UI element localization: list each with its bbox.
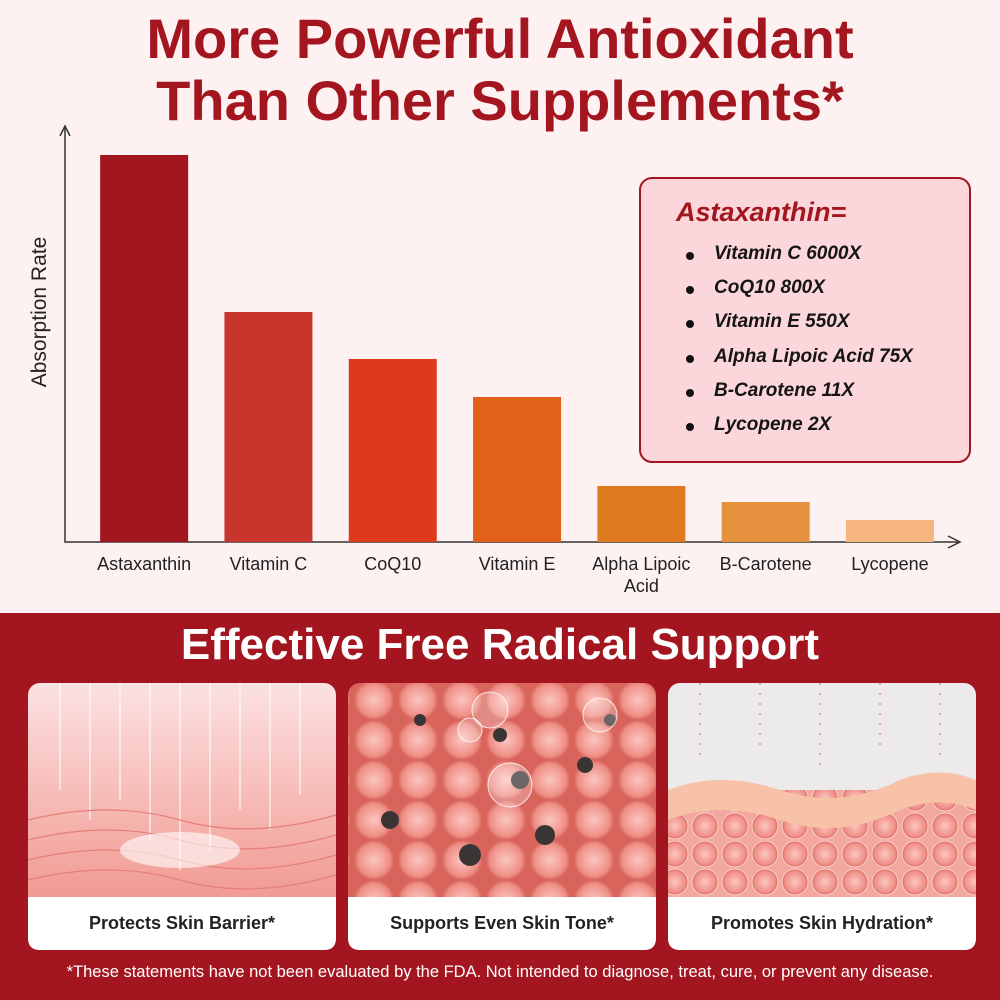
bar	[473, 397, 562, 542]
card-caption: Promotes Skin Hydration*	[710, 913, 934, 933]
bullet	[686, 320, 694, 329]
y-arrow	[59, 124, 71, 137]
bar	[348, 359, 437, 542]
disclaimer: *These statements have not been evaluate…	[66, 963, 934, 981]
bar	[845, 520, 934, 542]
x-tick-label: Vitamin C	[229, 554, 308, 574]
x-tick-label: CoQ10	[364, 554, 422, 574]
bar	[224, 312, 313, 542]
x-tick-label: Lycopene	[851, 554, 929, 574]
bullet	[686, 423, 694, 431]
y-axis-label: Absorption Rate	[28, 236, 51, 388]
info-box-title: Astaxanthin=	[676, 197, 847, 227]
x-tick-label: Astaxanthin	[97, 554, 192, 574]
x-arrow	[947, 535, 962, 549]
x-tick-label: B-Carotene	[719, 554, 812, 574]
bullet	[686, 252, 694, 260]
bar	[721, 502, 810, 542]
comparison-item: B-Carotene 11X	[714, 379, 855, 401]
comparison-item: Vitamin E 550X	[714, 311, 850, 333]
bullet	[686, 388, 694, 397]
section-title: Effective Free Radical Support	[180, 620, 820, 669]
bar	[597, 486, 686, 542]
caption-strips	[28, 897, 976, 950]
card-caption: Protects Skin Barrier*	[88, 913, 276, 933]
comparison-item: Lycopene 2X	[714, 414, 832, 435]
chart-title: More Powerful Antioxidant Than Other Sup…	[146, 7, 854, 132]
bullet	[686, 354, 694, 363]
comparison-item: CoQ10 800X	[714, 277, 825, 299]
card-caption: Supports Even Skin Tone*	[390, 913, 614, 933]
comparison-item: Vitamin C 6000X	[714, 243, 862, 264]
info-box	[639, 177, 971, 463]
bullet	[686, 286, 694, 295]
bar	[100, 155, 189, 542]
x-tick-label: Alpha Lipoic Acid	[592, 554, 691, 596]
comparison-item: Alpha Lipoic Acid 75X	[714, 345, 913, 367]
x-tick-label: Vitamin E	[478, 554, 556, 574]
